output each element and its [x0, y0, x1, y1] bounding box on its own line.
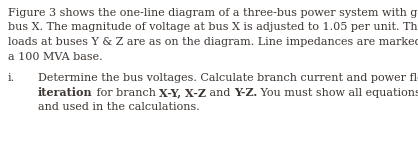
Text: i.: i.	[8, 73, 15, 83]
Text: for branch: for branch	[93, 87, 159, 98]
Text: iteration: iteration	[38, 87, 93, 99]
Text: You must show all equations formulated: You must show all equations formulated	[257, 87, 418, 98]
Text: a 100 MVA base.: a 100 MVA base.	[8, 52, 103, 62]
Text: and: and	[206, 87, 234, 98]
Text: Y-Z.: Y-Z.	[234, 87, 257, 99]
Text: loads at buses Y & Z are as on the diagram. Line impedances are marked in per un: loads at buses Y & Z are as on the diagr…	[8, 37, 418, 47]
Text: bus X. The magnitude of voltage at bus X is adjusted to 1.05 per unit. The sched: bus X. The magnitude of voltage at bus X…	[8, 22, 418, 33]
Text: Determine the bus voltages. Calculate branch current and power flow after 1: Determine the bus voltages. Calculate br…	[38, 73, 418, 83]
Text: X-Y, X-Z: X-Y, X-Z	[159, 87, 206, 99]
Text: Figure 3 shows the one-line diagram of a three-bus power system with generation : Figure 3 shows the one-line diagram of a…	[8, 8, 418, 18]
Text: and used in the calculations.: and used in the calculations.	[38, 102, 200, 112]
